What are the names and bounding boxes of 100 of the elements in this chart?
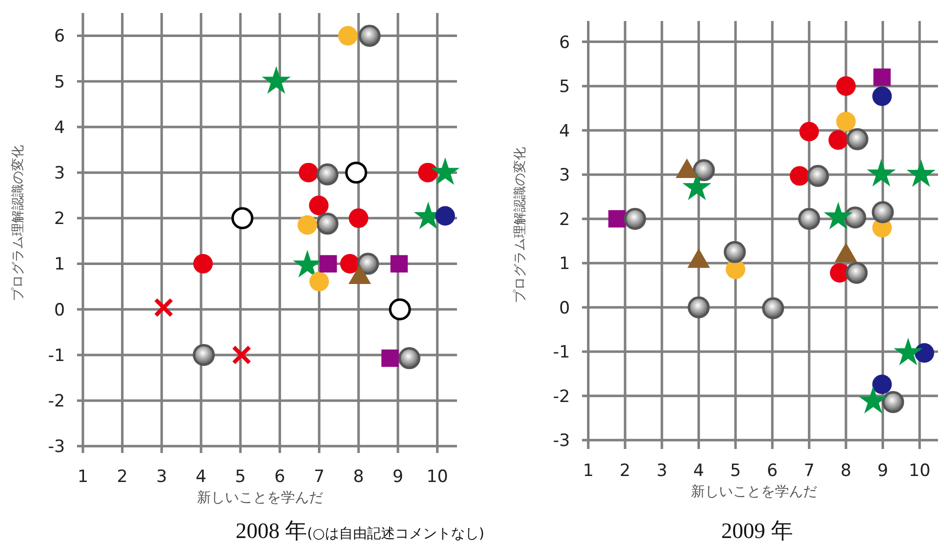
- x-tick-label: 2: [116, 467, 128, 488]
- point: [828, 130, 848, 150]
- y-tick-label: -1: [553, 342, 570, 363]
- y-tick-label: -1: [48, 346, 65, 366]
- point: [688, 296, 710, 318]
- y-tick-label: 6: [54, 26, 65, 47]
- point: [858, 386, 888, 414]
- point: [872, 374, 892, 394]
- point: [231, 207, 254, 230]
- point: [882, 391, 904, 414]
- x-tick-label: 6: [766, 461, 778, 482]
- x-tick-label: 1: [582, 461, 594, 482]
- y-tick-label: 0: [54, 300, 65, 320]
- y-tick-label: 3: [54, 164, 65, 184]
- x-tick-label: 5: [730, 461, 741, 482]
- point: [298, 162, 318, 182]
- x-tick-label: 1: [77, 467, 88, 488]
- y-axis-title: プログラム理解認識の変化: [10, 145, 26, 301]
- x-tick-label: 8: [353, 467, 364, 488]
- x-tick-label: 8: [840, 461, 852, 482]
- point: [348, 208, 368, 228]
- y-tick-label: 1: [54, 254, 65, 275]
- y-tick-label: 4: [559, 121, 570, 142]
- x-tick-label: 9: [877, 461, 888, 482]
- point: [309, 272, 329, 292]
- text: 2008 年: [236, 518, 308, 543]
- point: [192, 344, 215, 366]
- x-tick-label: 10: [908, 461, 930, 482]
- point: [316, 212, 338, 235]
- y-tick-label: 2: [559, 210, 570, 230]
- y-tick-label: 4: [54, 118, 65, 138]
- point: [345, 162, 368, 184]
- point: [894, 338, 923, 366]
- x-tick-label: 4: [693, 461, 704, 482]
- point: [316, 163, 338, 186]
- y-tick-label: -2: [553, 386, 570, 407]
- point: [608, 210, 626, 228]
- point: [799, 122, 819, 142]
- point: [846, 128, 868, 150]
- point: [398, 347, 420, 370]
- point: [872, 86, 892, 106]
- point: [836, 76, 856, 96]
- y-tick-label: 3: [559, 166, 570, 186]
- point: [624, 208, 646, 230]
- y-tick-label: 6: [559, 32, 570, 53]
- point: [358, 24, 381, 47]
- point: [390, 255, 408, 272]
- y-tick-label: 0: [559, 298, 570, 318]
- x-tick-label: 6: [274, 467, 286, 488]
- point: [906, 159, 936, 187]
- y-tick-label: 5: [54, 72, 65, 92]
- x-tick-label: 4: [196, 467, 206, 488]
- point: [298, 215, 318, 235]
- point: [724, 241, 746, 264]
- point: [430, 157, 460, 185]
- point: [309, 196, 329, 216]
- text: 2009 年: [721, 518, 793, 543]
- point: [418, 162, 438, 182]
- point: [872, 201, 894, 224]
- point: [193, 254, 213, 274]
- y-tick-label: -2: [48, 392, 65, 412]
- y-tick-label: 1: [559, 254, 570, 274]
- text: (○は自由記述コメントなし): [307, 526, 484, 542]
- point: [320, 255, 337, 272]
- x-tick-label: 10: [426, 467, 448, 488]
- x-tick-label: 9: [392, 467, 404, 488]
- y-tick-label: 2: [54, 209, 65, 230]
- point: [262, 66, 291, 94]
- x-tick-label: 7: [314, 467, 325, 488]
- point: [836, 112, 856, 132]
- point: [790, 166, 810, 186]
- x-tick-label: 2: [620, 461, 630, 482]
- point: [873, 68, 891, 86]
- point: [846, 262, 868, 284]
- point: [844, 206, 866, 229]
- y-tick-label: -3: [48, 437, 65, 458]
- y-tick-label: 5: [559, 77, 570, 98]
- x-axis-title: 新しいことを学んだ: [197, 490, 324, 506]
- point: [356, 252, 380, 275]
- x-tick-label: 3: [656, 461, 668, 482]
- point: [866, 158, 896, 186]
- point: [154, 298, 174, 318]
- point: [806, 164, 830, 187]
- point: [232, 345, 252, 365]
- x-axis-title: 新しいことを学んだ: [690, 484, 817, 500]
- point: [692, 159, 715, 182]
- x-tick-label: 7: [804, 461, 815, 482]
- point: [914, 343, 934, 363]
- point: [338, 26, 358, 46]
- point: [340, 254, 360, 274]
- point: [726, 260, 746, 280]
- point: [682, 172, 712, 200]
- x-tick-label: 3: [156, 467, 168, 488]
- x-tick-label: 5: [235, 467, 246, 488]
- point: [824, 202, 853, 230]
- point: [388, 298, 411, 320]
- y-tick-label: -3: [553, 431, 570, 452]
- point: [435, 206, 455, 226]
- y-axis-title: プログラム理解認識の変化: [512, 147, 528, 303]
- point: [381, 350, 399, 367]
